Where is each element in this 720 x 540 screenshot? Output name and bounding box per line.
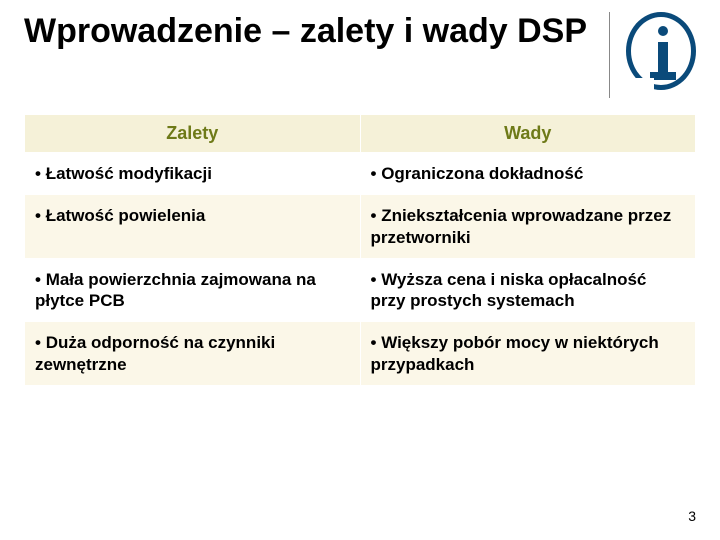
cell-text: Duża odporność na czynniki zewnętrzne: [35, 333, 275, 373]
table-row: Mała powierzchnia zajmowana na płytce PC…: [25, 258, 696, 322]
slide-title: Wprowadzenie – zalety i wady DSP: [24, 12, 593, 51]
cell-wady: Ograniczona dokładność: [360, 153, 696, 195]
institute-logo-icon: [626, 12, 696, 90]
cell-text: Wyższa cena i niska opłacalność przy pro…: [371, 270, 647, 310]
cell-zalety: Duża odporność na czynniki zewnętrzne: [25, 322, 361, 386]
cell-wady: Większy pobór mocy w niektórych przypadk…: [360, 322, 696, 386]
cell-text: Łatwość powielenia: [35, 206, 205, 225]
cell-text: Łatwość modyfikacji: [35, 164, 212, 183]
col-header-wady: Wady: [360, 115, 696, 153]
table-row: Duża odporność na czynniki zewnętrzne Wi…: [25, 322, 696, 386]
cell-text: Mała powierzchnia zajmowana na płytce PC…: [35, 270, 316, 310]
table-row: Łatwość modyfikacji Ograniczona dokładno…: [25, 153, 696, 195]
header-divider: [609, 12, 610, 98]
col-header-zalety: Zalety: [25, 115, 361, 153]
cell-zalety: Mała powierzchnia zajmowana na płytce PC…: [25, 258, 361, 322]
table-row: Łatwość powielenia Zniekształcenia wprow…: [25, 195, 696, 259]
cell-zalety: Łatwość powielenia: [25, 195, 361, 259]
cell-zalety: Łatwość modyfikacji: [25, 153, 361, 195]
cell-wady: Zniekształcenia wprowadzane przez przetw…: [360, 195, 696, 259]
slide-header: Wprowadzenie – zalety i wady DSP: [24, 12, 696, 98]
cell-text: Większy pobór mocy w niektórych przypadk…: [371, 333, 659, 373]
slide: Wprowadzenie – zalety i wady DSP Zalety …: [0, 0, 720, 540]
cell-wady: Wyższa cena i niska opłacalność przy pro…: [360, 258, 696, 322]
table-header-row: Zalety Wady: [25, 115, 696, 153]
cell-text: Ograniczona dokładność: [371, 164, 584, 183]
page-number: 3: [688, 508, 696, 524]
cell-text: Zniekształcenia wprowadzane przez przetw…: [371, 206, 672, 246]
pros-cons-table: Zalety Wady Łatwość modyfikacji Ogranicz…: [24, 114, 696, 386]
